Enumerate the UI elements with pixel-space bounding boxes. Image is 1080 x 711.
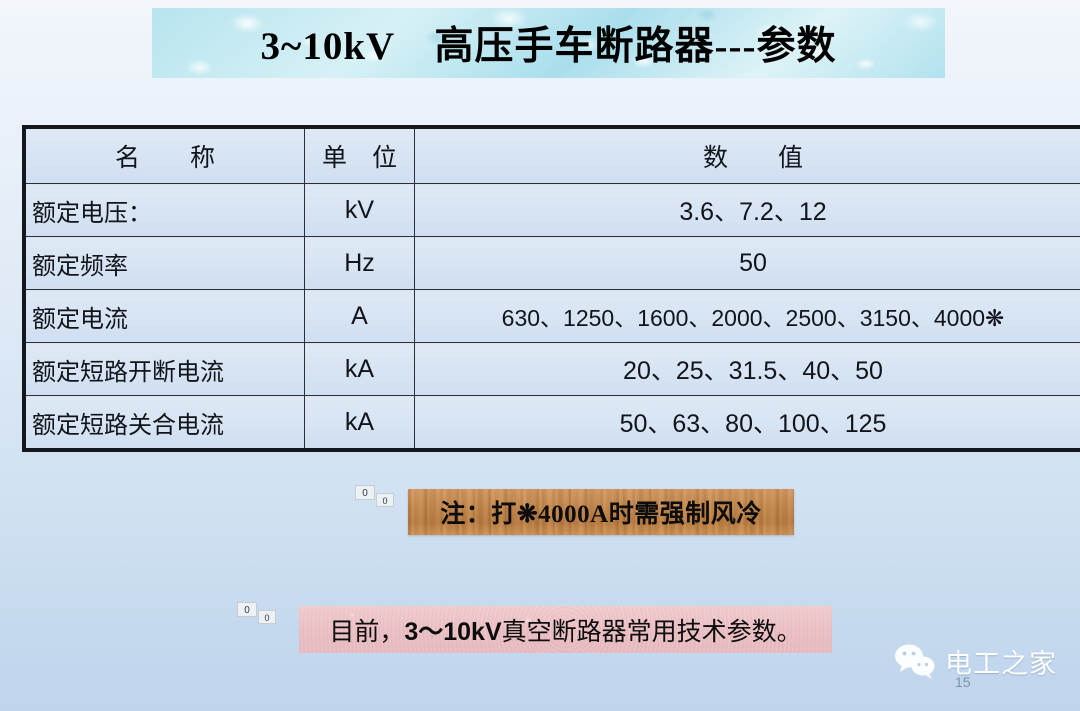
cell-value-breaking-current: 20、25、31.5、40、50 — [414, 342, 1080, 396]
cell-name-rated-current: 额定电流 — [23, 289, 305, 343]
watermark: 电工之家 — [893, 638, 1056, 684]
cell-value-rated-voltage: 3.6、7.2、12 — [414, 183, 1080, 237]
watermark-label: 电工之家 — [945, 648, 1057, 679]
page-number: 15 — [955, 674, 971, 690]
table-header-row: 名 称 单 位 数 值 — [23, 126, 1080, 184]
note-marker-b[interactable]: 0 — [376, 493, 394, 507]
cell-unit-rated-current: A — [304, 289, 415, 343]
cell-value-rated-frequency: 50 — [414, 236, 1080, 290]
summary-marker-a[interactable]: 0 — [237, 602, 257, 617]
summary-text-tail: 真空断路器常用技术参数。 — [501, 618, 802, 646]
table-row: 额定频率 Hz 50 — [23, 236, 1080, 290]
cell-unit-making-current: kA — [304, 395, 415, 451]
summary-callout-text: 目前，3～10kV真空断路器常用技术参数。 — [329, 612, 801, 648]
table-row: 额定电压： kV 3.6、7.2、12 — [23, 183, 1080, 237]
summary-text-emphasis: 3～10kV — [404, 617, 502, 646]
summary-marker-group: 0 0 — [237, 602, 281, 628]
cell-value-making-current: 50、63、80、100、125 — [414, 395, 1080, 451]
cell-unit-breaking-current: kA — [304, 342, 415, 396]
note-callout-text: 注：打❋4000A时需强制风冷 — [440, 501, 762, 528]
note-callout-box: 注：打❋4000A时需强制风冷 — [408, 489, 794, 535]
cell-name-breaking-current: 额定短路开断电流 — [23, 342, 305, 396]
page-title: 3~10kV 高压手车断路器---参数 — [260, 25, 837, 68]
note-marker-group: 0 0 — [355, 485, 399, 511]
table-row: 额定短路关合电流 kA 50、63、80、100、125 — [23, 395, 1080, 451]
summary-callout-box: 目前，3～10kV真空断路器常用技术参数。 — [299, 606, 832, 653]
parameters-table: 名 称 单 位 数 值 额定电压： kV 3.6、7.2、12 额定频率 Hz … — [22, 125, 1080, 452]
cell-name-rated-voltage: 额定电压： — [23, 183, 305, 237]
table-row: 额定电流 A 630、1250、1600、2000、2500、3150、4000… — [23, 289, 1080, 343]
table-row: 额定短路开断电流 kA 20、25、31.5、40、50 — [23, 342, 1080, 396]
column-header-unit: 单 位 — [304, 126, 415, 184]
column-header-value: 数 值 — [414, 126, 1080, 184]
summary-text-lead: 目前， — [329, 618, 405, 646]
cell-name-rated-frequency: 额定频率 — [23, 236, 305, 290]
cell-unit-rated-voltage: kV — [304, 183, 415, 237]
cell-value-rated-current: 630、1250、1600、2000、2500、3150、4000❋ — [414, 289, 1080, 343]
slide-title-band: 3~10kV 高压手车断路器---参数 — [152, 8, 945, 78]
summary-marker-b[interactable]: 0 — [258, 610, 276, 624]
cell-unit-rated-frequency: Hz — [304, 236, 415, 290]
column-header-name: 名 称 — [23, 126, 305, 184]
note-marker-a[interactable]: 0 — [355, 485, 375, 500]
cell-name-making-current: 额定短路关合电流 — [23, 395, 305, 451]
wechat-icon — [893, 642, 939, 680]
